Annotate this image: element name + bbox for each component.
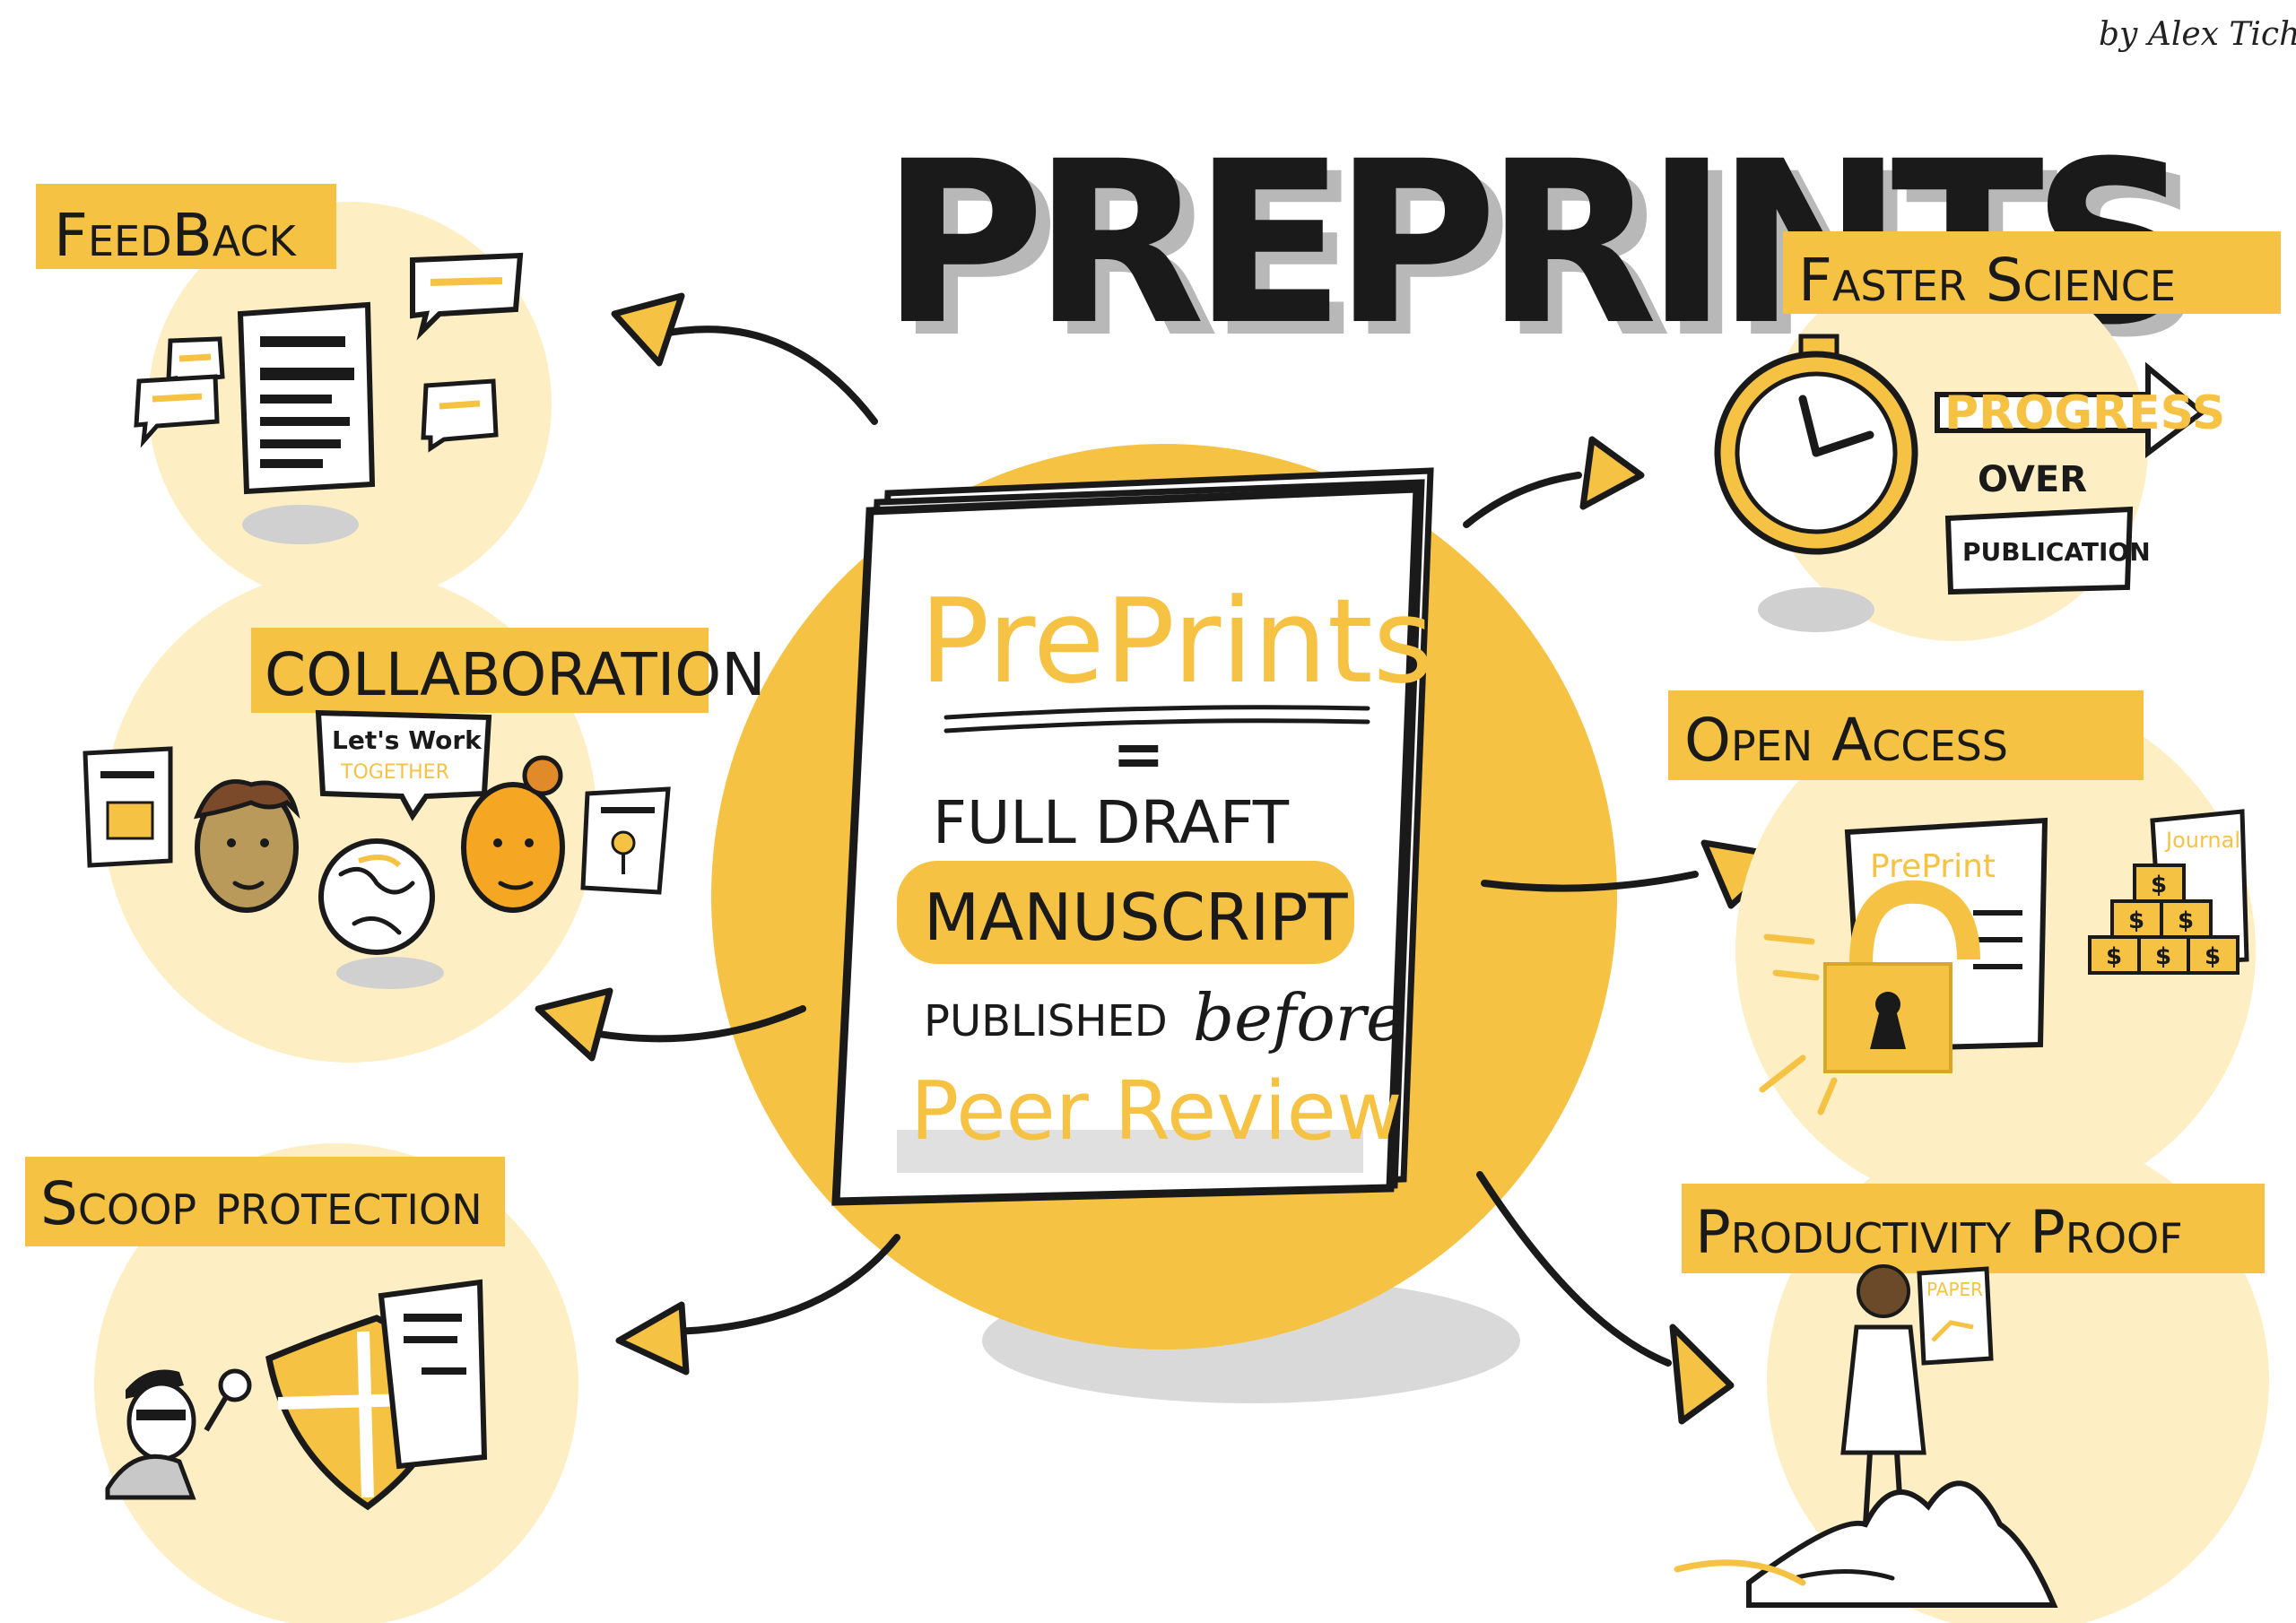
arrowhead-productivity [1669,1324,1735,1425]
speech-bubble-icon [134,374,220,448]
svg-text:$: $ [2151,872,2167,898]
locked-document-icon [83,746,173,868]
shine-lines [1759,933,1838,1115]
speech-text-together: TOGETHER [340,761,449,784]
productivity-section: Productivity Proof PAPER [1674,1130,2269,1623]
arrow-to-collaboration [579,1005,806,1043]
faster-section: Faster Science PROGRESS OVER PUBLICATION [1714,231,2281,641]
document-equals: = [1112,717,1165,791]
arrowhead-feedback [611,292,685,367]
svg-text:$: $ [2178,907,2194,934]
author-credit: by Alex Tichy [2099,16,2296,53]
over-text: OVER [1978,459,2087,500]
feedback-label-band [36,184,336,269]
open-access-section: Open Access PrePrint Journal $ $ [1668,690,2256,1211]
globe-icon [318,838,435,955]
arrow-to-productivity [1476,1171,1672,1367]
svg-text:$: $ [2128,907,2144,934]
preprint-document: PrePrints = FULL DRAFT MANUSCRIPT PUBLIS… [831,467,1434,1206]
publication-box: PUBLICATION [1944,506,2151,595]
productivity-label: Productivity Proof [1695,1198,2183,1267]
progress-arrow-icon: PROGRESS [1935,361,2225,458]
scoop-label: Scoop protection [40,1169,483,1238]
manuscript-highlight [897,861,1354,964]
stopwatch-icon [1714,334,1918,555]
speech-bubble-icon [410,252,524,341]
feedback-section: FeedBack [36,184,552,605]
gold-bars-icon: $ $ $ $ $ $ [2088,864,2239,975]
face-icon [461,755,565,913]
heading-underline-2 [944,718,1370,733]
arrowhead-collaboration [535,987,613,1062]
collaboration-shadow [336,957,444,989]
document-heading: PrePrints [919,573,1433,709]
speech-bubble-icon: Let's Work TOGETHER [315,709,492,821]
feedback-paper [237,301,376,495]
journal-label: Journal [2164,828,2240,853]
shield-document-icon [378,1279,488,1470]
document-line-before: before [1193,980,1405,1055]
publication-text: PUBLICATION [1962,537,2151,567]
document-line-manuscript: MANUSCRIPT [924,880,1349,955]
scoop-label-band [25,1157,505,1246]
document-line-full-draft: FULL DRAFT [933,788,1290,857]
arrowhead-faster [1579,436,1645,510]
open-access-label: Open Access [1684,706,2008,775]
document-front-page [831,484,1422,1206]
open-access-doc-label: PrePrint [1870,848,1996,885]
arrow-to-scoop [669,1234,900,1335]
svg-text:$: $ [2106,943,2122,970]
feedback-label: FeedBack [54,201,298,270]
collaboration-section: COLLABORATION Let's Work TOGETHER [83,569,766,1063]
scientist-icon: PAPER [1840,1264,1994,1525]
arrowhead-scoop [615,1301,690,1376]
document-line-peer-review: Peer Review [910,1064,1403,1159]
arrow-to-open-access [1481,871,1699,892]
productivity-sign-text: PAPER [1926,1279,1983,1300]
arrow-to-faster [1463,472,1582,528]
faster-label-band [1783,231,2281,314]
faster-label: Faster Science [1798,246,2176,315]
svg-text:$: $ [2205,943,2221,970]
faster-shadow [1758,587,1874,632]
arrows [535,292,1788,1425]
speech-text-lets-work: Let's Work [332,725,483,755]
feedback-shadow [242,505,359,544]
face-icon [194,779,300,913]
collaboration-label-band [251,628,709,713]
open-access-label-band [1668,690,2144,780]
collaboration-label: COLLABORATION [265,640,766,709]
document-line-published: PUBLISHED [924,996,1168,1046]
key-document-icon [580,786,671,895]
speech-bubble-icon [421,378,499,453]
arrow-to-feedback [660,325,878,425]
heading-underline [944,705,1370,720]
document-page-shade [897,1130,1363,1173]
mountain-icon [1674,1480,2058,1608]
progress-text: PROGRESS [1944,386,2225,440]
scoop-section: Scoop protection [25,1143,578,1623]
padlock-open-icon [1823,880,1980,1073]
productivity-label-band [1682,1184,2265,1273]
thief-icon [105,1368,252,1500]
svg-text:$: $ [2155,943,2171,970]
